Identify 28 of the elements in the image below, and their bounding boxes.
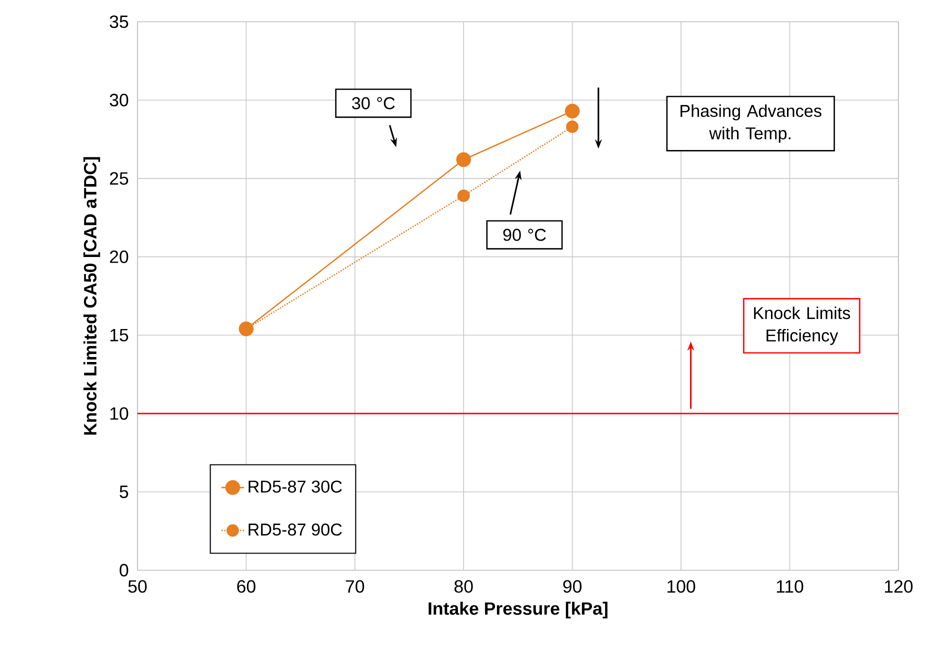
x-tick-label: 70 xyxy=(346,580,364,593)
y-tick-label: 0 xyxy=(120,564,128,576)
point xyxy=(456,152,471,167)
y-tick-label: 5 xyxy=(120,486,128,498)
x-tick-label: 100 xyxy=(668,580,696,593)
x-tick-label: 80 xyxy=(454,580,473,593)
x-tick-label: 90 xyxy=(563,580,582,593)
x-axis-title: Intake Pressure [kPa] xyxy=(428,602,608,618)
annotation: 30 °C xyxy=(352,97,395,110)
y-tick-label: 30 xyxy=(110,94,128,106)
y-tick-label: 35 xyxy=(110,15,128,28)
x-tick-label: 60 xyxy=(237,580,256,593)
y-axis-title: Knock Limited CA50 [CAD aTDC] xyxy=(83,157,100,435)
x-tick-label: 120 xyxy=(884,580,913,593)
y-tick-label: 15 xyxy=(110,328,128,342)
y-tick-label: 20 xyxy=(110,250,128,264)
point xyxy=(564,104,580,118)
legend-label: RD5-87 90C xyxy=(248,523,342,536)
annotation: Knock Limits Efficiency xyxy=(754,306,850,345)
point xyxy=(566,120,579,133)
annotation: 90 °C xyxy=(503,228,546,241)
y-tick-label: 25 xyxy=(110,172,128,185)
point xyxy=(457,189,470,202)
annotation: Phasing Advances with Temp. xyxy=(680,104,822,143)
x-tick-label: 50 xyxy=(128,580,147,593)
legend-label: RD5-87 30C xyxy=(248,480,342,493)
y-tick-label: 10 xyxy=(110,407,128,420)
x-tick-label: 110 xyxy=(776,580,804,593)
